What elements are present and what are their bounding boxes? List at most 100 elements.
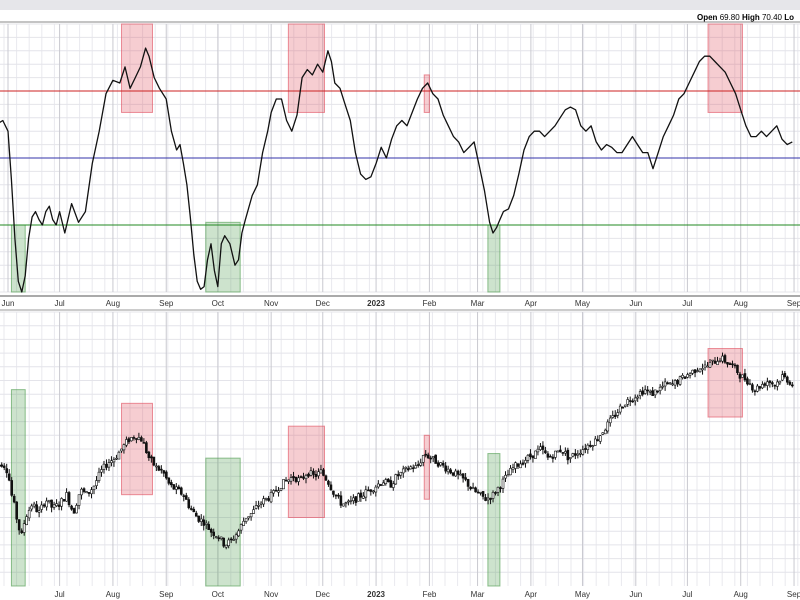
open-value: 69.80 [720, 13, 741, 22]
oscillator-panel: Jun Jul Aug Sep Oct Nov Dec 2023 Feb Mar Apr May Jun… [0, 21, 800, 308]
candle-body [531, 455, 535, 459]
candle-body [451, 472, 455, 476]
candle-body [454, 470, 457, 477]
candle-body [506, 474, 510, 477]
candle-body [686, 374, 689, 378]
candle-body [297, 477, 300, 482]
candle-body [382, 482, 385, 486]
candle-body [713, 360, 717, 364]
candle-body [267, 498, 270, 501]
candle-body [85, 491, 88, 494]
candle-body [367, 489, 370, 492]
oscillator-overbought-region [423, 74, 430, 113]
candle-body [312, 470, 315, 475]
candle-body [179, 487, 183, 495]
candle-body [229, 538, 233, 541]
candle-body [45, 500, 48, 508]
candle-body [516, 463, 520, 467]
candle-body [596, 439, 600, 441]
candle-body [671, 383, 674, 386]
candle-body [701, 368, 704, 371]
candle-body [489, 497, 492, 500]
candle-body [696, 370, 699, 372]
candle-body [549, 455, 552, 458]
candle-body [683, 376, 687, 379]
oscillator-tick-label: Jul [54, 299, 64, 308]
candle-body [766, 381, 769, 386]
candle-body [606, 421, 610, 432]
candle-body [416, 464, 420, 466]
candle-body [761, 384, 764, 389]
candle-body [481, 491, 485, 497]
candle-body [593, 438, 597, 446]
candle-body [663, 381, 667, 387]
candle-body [307, 473, 310, 477]
candle-body [748, 383, 752, 385]
candle-body [389, 480, 393, 488]
candle-body [544, 450, 547, 454]
candle-body [142, 442, 146, 444]
candle-body [421, 455, 425, 463]
candle-body [150, 456, 153, 459]
oscillator-reference-lines [0, 90, 800, 226]
low-label: Lo [784, 13, 794, 22]
candle-body [167, 477, 171, 484]
price-tick-label: Sep [787, 590, 800, 599]
candle-body [751, 384, 754, 391]
price-oversold-region [10, 389, 26, 587]
candle-body [252, 509, 255, 514]
candle-body [459, 473, 462, 476]
candle-body [309, 470, 313, 476]
candle-body [616, 412, 620, 416]
candle-body [449, 469, 452, 474]
window-top-bar [0, 0, 800, 10]
candle-body [40, 504, 43, 510]
candle-body [105, 464, 108, 468]
candle-body [125, 439, 128, 446]
candle-body [648, 390, 652, 393]
candle-body [162, 470, 166, 474]
candle-body [332, 490, 335, 495]
candle-body [598, 435, 602, 442]
oscillator-oversold-region [205, 221, 241, 293]
candle-body [786, 376, 789, 383]
candle-body [7, 473, 11, 481]
candle-body [362, 495, 365, 499]
candle-body [521, 462, 525, 465]
price-tick-label: Feb [423, 590, 437, 599]
candle-body [87, 492, 91, 494]
candle-body [232, 539, 235, 541]
candle-body [536, 448, 540, 453]
candle-body [586, 444, 590, 450]
candle-body [184, 495, 188, 500]
candle-body [227, 539, 230, 546]
candle-body [170, 482, 173, 486]
candle-body [436, 462, 440, 467]
candle-body [554, 450, 557, 458]
price-tick-label: 2023 [367, 590, 385, 599]
candle-body [559, 449, 562, 453]
candle-body [77, 494, 81, 506]
candle-body [691, 369, 694, 374]
candle-body [95, 480, 98, 486]
candle-body [37, 510, 41, 513]
candle-body [723, 355, 727, 363]
candle-body [17, 519, 21, 531]
candle-body [322, 469, 325, 476]
candle-body [127, 438, 131, 443]
candle-body [426, 454, 430, 459]
candle-body [247, 516, 250, 519]
candle-body [589, 444, 592, 447]
candle-body [292, 476, 295, 479]
candle-body [564, 451, 567, 454]
candle-body [140, 437, 143, 442]
candle-body [15, 501, 18, 520]
candle-body [628, 400, 632, 402]
candle-body [668, 382, 672, 385]
candle-body [372, 490, 375, 493]
candle-body [97, 471, 101, 481]
candle-body [52, 504, 56, 508]
candle-body [783, 373, 787, 378]
candle-body [194, 512, 198, 517]
candle-body [189, 508, 193, 510]
